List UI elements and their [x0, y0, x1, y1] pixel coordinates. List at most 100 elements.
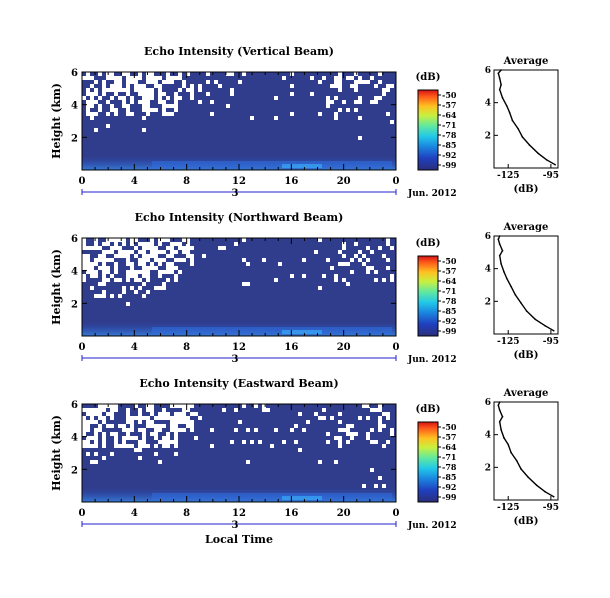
average-profile-point — [498, 88, 501, 91]
nodata-cell — [158, 274, 162, 278]
nodata-cell — [114, 84, 118, 88]
nodata-cell — [178, 72, 182, 76]
x-tick-label: 4 — [131, 176, 138, 187]
nodata-cell — [122, 88, 126, 92]
nodata-cell — [86, 112, 90, 116]
nodata-cell — [346, 108, 350, 112]
nodata-cell — [346, 262, 350, 266]
average-x-tick-label: -95 — [543, 503, 559, 513]
nodata-cell — [126, 112, 130, 116]
nodata-cell — [342, 278, 346, 282]
x-tick-label: 0 — [393, 508, 400, 519]
average-profile-point — [497, 238, 500, 241]
nodata-cell — [154, 452, 158, 456]
nodata-cell — [142, 444, 146, 448]
nodata-cell — [162, 80, 166, 84]
colorbar-tick-label: -64 — [442, 276, 457, 286]
nodata-cell — [358, 96, 362, 100]
nodata-cell — [126, 84, 130, 88]
nodata-cell — [142, 428, 146, 432]
nodata-cell — [222, 408, 226, 412]
nodata-cell — [162, 258, 166, 262]
nodata-cell — [106, 124, 110, 128]
average-x-tick-label: -125 — [497, 337, 520, 347]
nodata-cell — [114, 432, 118, 436]
nodata-cell — [210, 444, 214, 448]
nodata-cell — [122, 428, 126, 432]
nodata-cell — [354, 100, 358, 104]
nodata-cell — [154, 84, 158, 88]
nodata-cell — [82, 96, 86, 100]
nodata-cell — [126, 302, 130, 306]
nodata-cell — [366, 80, 370, 84]
nodata-cell — [162, 100, 166, 104]
nodata-cell — [334, 274, 338, 278]
nodata-cell — [386, 242, 390, 246]
nodata-cell — [294, 440, 298, 444]
nodata-cell — [146, 270, 150, 274]
nodata-cell — [282, 440, 286, 444]
nodata-cell — [90, 100, 94, 104]
nodata-cell — [94, 444, 98, 448]
nodata-cell — [90, 416, 94, 420]
nodata-cell — [154, 266, 158, 270]
nodata-cell — [94, 88, 98, 92]
nodata-cell — [386, 416, 390, 420]
nodata-cell — [138, 88, 142, 92]
average-x-label: (dB) — [514, 350, 539, 361]
y-tick-label: 6 — [71, 400, 78, 411]
nodata-cell — [114, 112, 118, 116]
nodata-cell — [354, 242, 358, 246]
nodata-cell — [130, 424, 134, 428]
x-tick-label: 8 — [183, 176, 190, 187]
nodata-cell — [86, 104, 90, 108]
nodata-cell — [166, 104, 170, 108]
nodata-cell — [102, 80, 106, 84]
nodata-cell — [90, 104, 94, 108]
x-tick-label: 12 — [232, 176, 246, 187]
nodata-cell — [170, 112, 174, 116]
nodata-cell — [118, 84, 122, 88]
nodata-cell — [102, 270, 106, 274]
nodata-cell — [86, 92, 90, 96]
nodata-cell — [354, 432, 358, 436]
nodata-cell — [190, 96, 194, 100]
x-tick-label: 8 — [183, 508, 190, 519]
nodata-cell — [150, 424, 154, 428]
nodata-cell — [170, 246, 174, 250]
nodata-cell — [182, 246, 186, 250]
nodata-cell — [98, 96, 102, 100]
nodata-cell — [166, 270, 170, 274]
average-y-tick-label: 4 — [485, 99, 491, 109]
average-profile-point — [500, 262, 502, 265]
nodata-cell — [102, 432, 106, 436]
nodata-cell — [98, 282, 102, 286]
nodata-cell — [138, 278, 142, 282]
nodata-cell — [106, 100, 110, 104]
nodata-cell — [110, 432, 114, 436]
nodata-cell — [174, 424, 178, 428]
nodata-cell — [122, 444, 126, 448]
nodata-cell — [90, 76, 94, 80]
nodata-cell — [190, 246, 194, 250]
nodata-cell — [86, 76, 90, 80]
nodata-cell — [326, 100, 330, 104]
nodata-cell — [166, 278, 170, 282]
nodata-cell — [110, 294, 114, 298]
nodata-cell — [310, 76, 314, 80]
nodata-cell — [138, 444, 142, 448]
colorbar-tick-label: -85 — [442, 306, 456, 316]
nodata-cell — [166, 254, 170, 258]
nodata-cell — [98, 258, 102, 262]
nodata-cell — [338, 420, 342, 424]
nodata-cell — [182, 420, 186, 424]
nodata-cell — [386, 84, 390, 88]
nodata-cell — [342, 262, 346, 266]
nodata-cell — [154, 250, 158, 254]
nodata-cell — [142, 128, 146, 132]
nodata-cell — [174, 428, 178, 432]
nodata-cell — [102, 294, 106, 298]
average-profile-point — [534, 318, 537, 321]
nodata-cell — [90, 412, 94, 416]
